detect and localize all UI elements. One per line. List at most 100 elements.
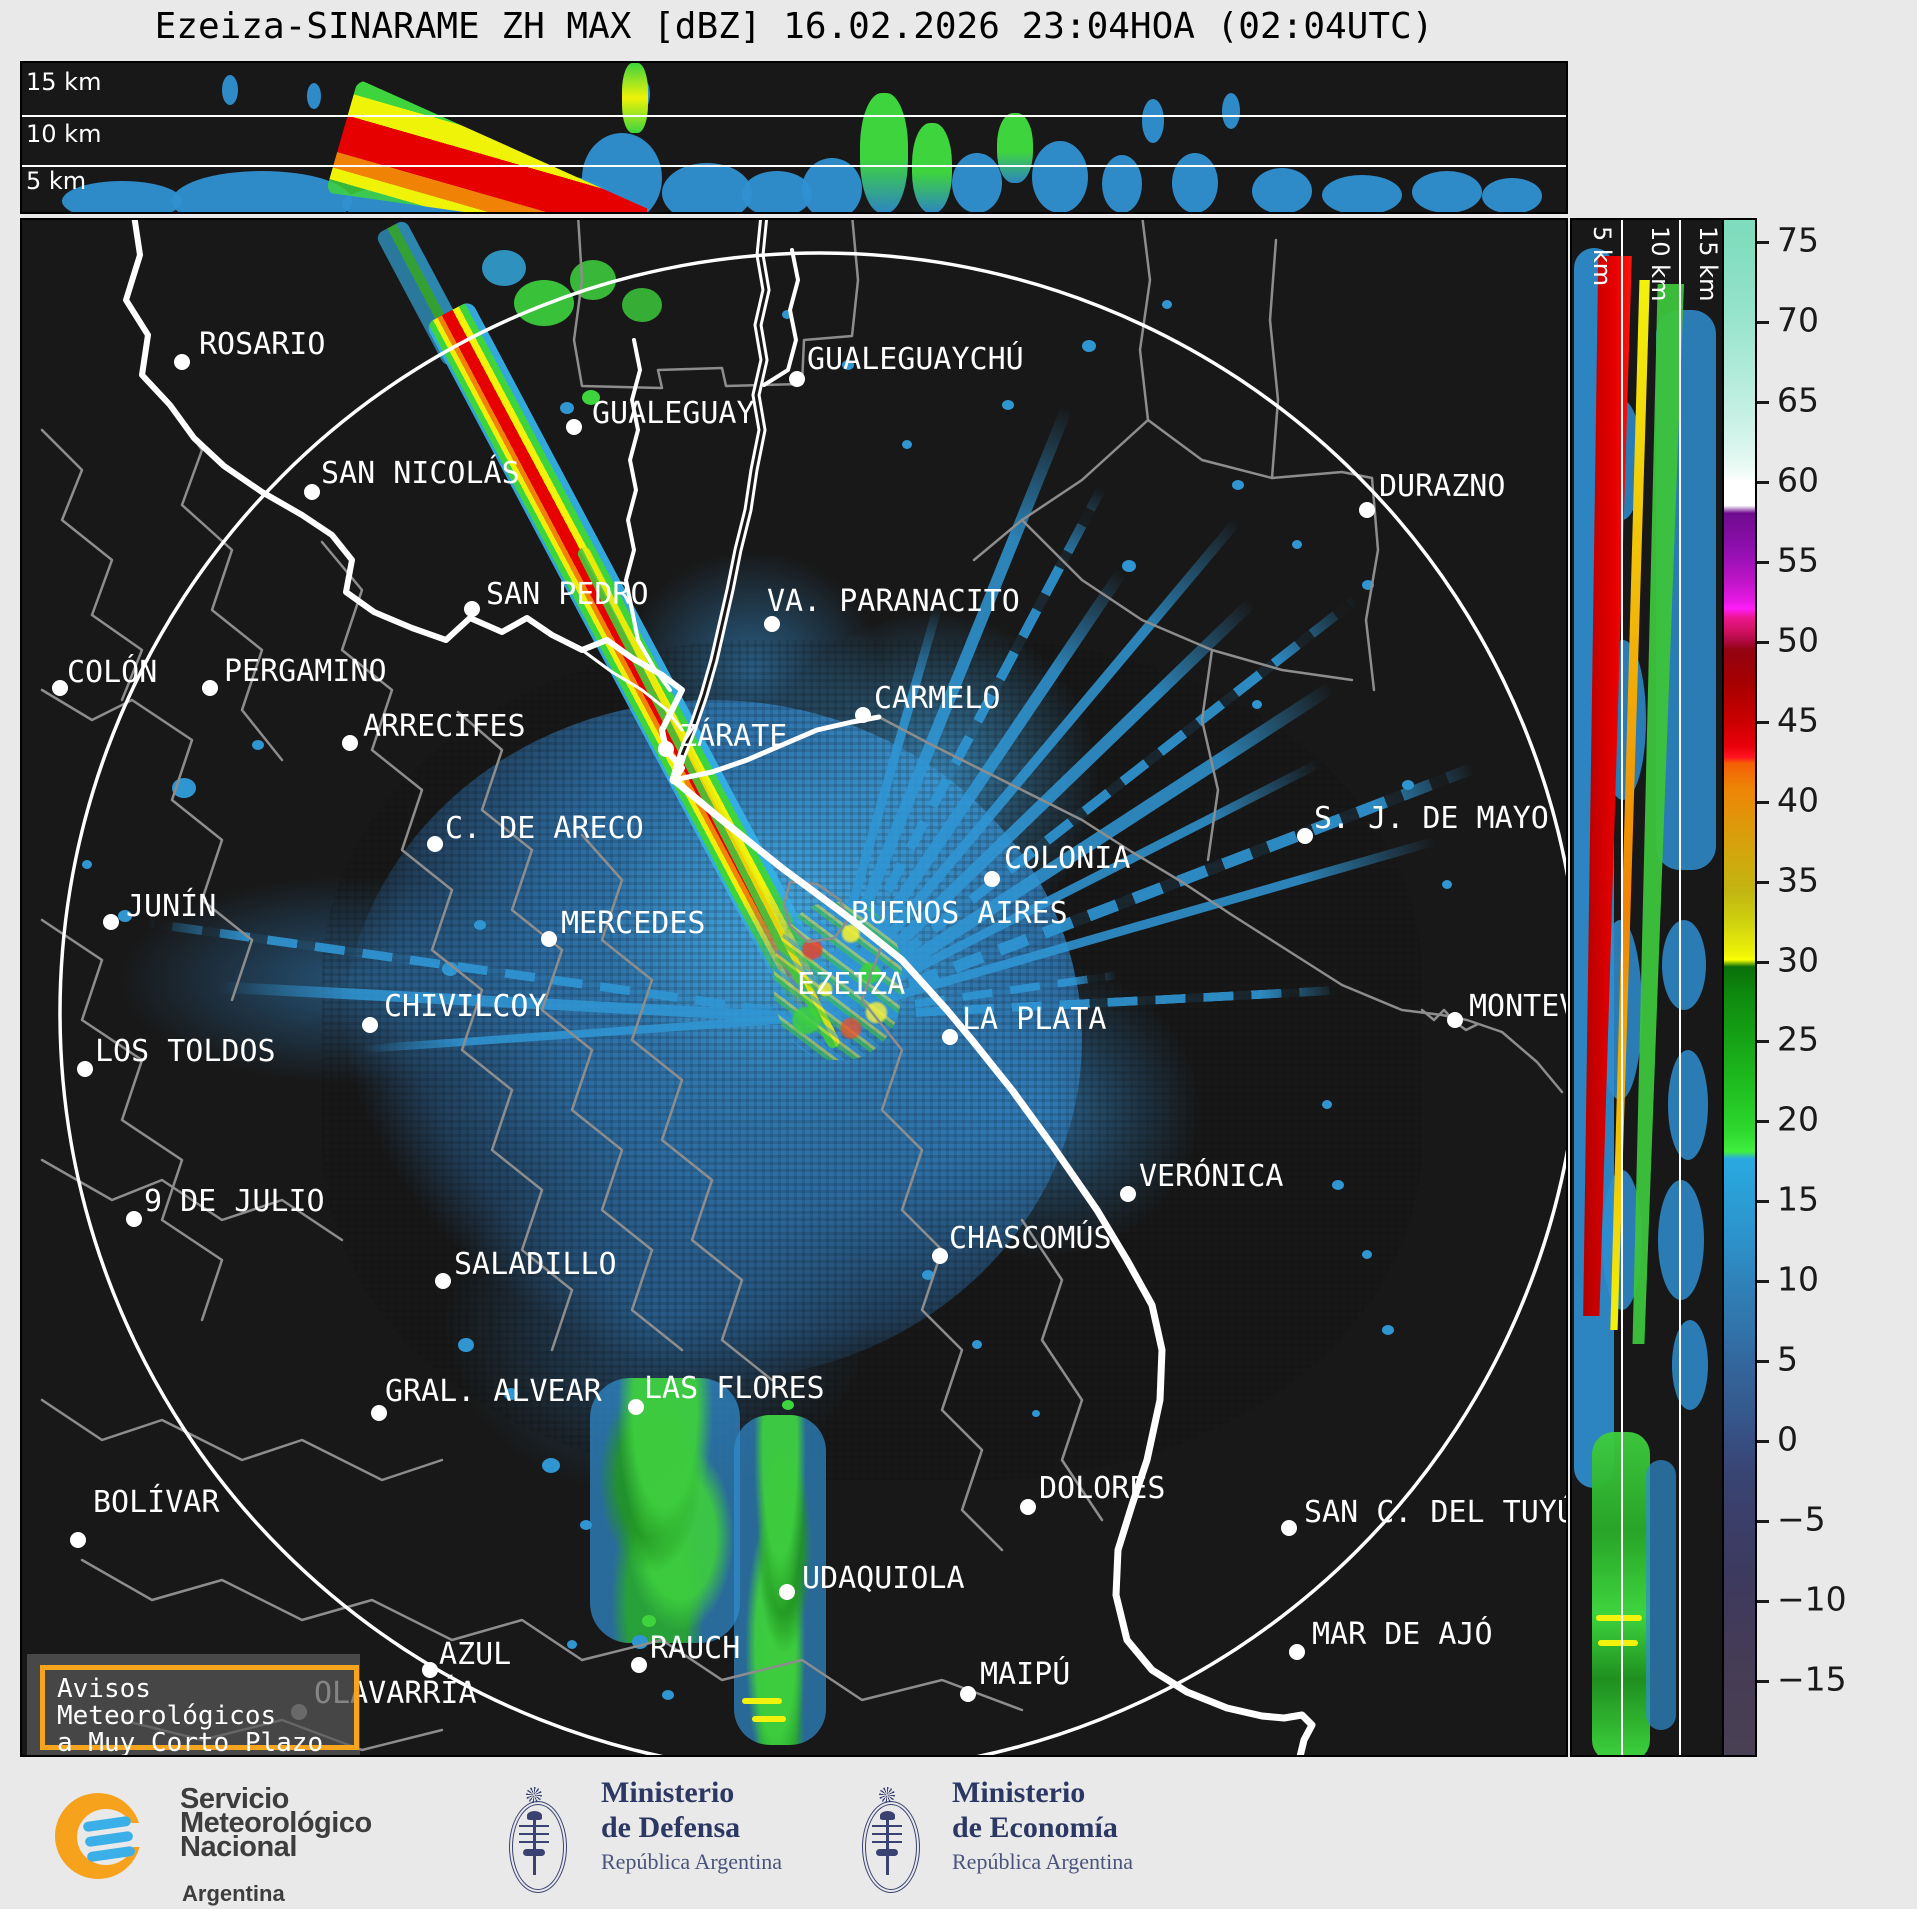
echo xyxy=(997,113,1033,183)
echo-dot xyxy=(1162,300,1172,309)
altitude-label: 5 km xyxy=(26,167,87,195)
colorbar-tick-label: 0 xyxy=(1777,1419,1798,1459)
altitude-label: 5 km xyxy=(1588,226,1616,287)
altitude-label: 10 km xyxy=(1646,226,1674,302)
colorbar-tick xyxy=(1757,1360,1769,1364)
colorbar-tick xyxy=(1757,240,1769,244)
echo xyxy=(62,181,182,212)
city-dot-jun-n xyxy=(103,914,119,930)
colorbar-tick-label: 60 xyxy=(1777,460,1819,500)
echo-green-band xyxy=(590,1378,740,1643)
echo xyxy=(482,250,526,286)
city-dot-gualeguaych- xyxy=(789,371,805,387)
echo-dot xyxy=(582,390,600,405)
altitude-label: 10 km xyxy=(26,120,102,148)
colorbar-tick-label: 45 xyxy=(1777,700,1819,740)
echo-dot xyxy=(1382,1325,1394,1335)
city-label-chascom-s: CHASCOMÚS xyxy=(949,1221,1112,1256)
echo-mass xyxy=(117,875,587,1085)
echo-dot xyxy=(1332,1180,1344,1190)
top-cross-section-panel: 15 km 10 km 5 km xyxy=(20,61,1568,214)
city-dot-arrecifes xyxy=(342,735,358,751)
city-label-azul: AZUL xyxy=(439,1637,512,1672)
echo-dot xyxy=(1252,700,1262,709)
city-dot-los-toldos xyxy=(77,1061,93,1077)
city-label-montevideo: MONTEVIDEO xyxy=(1469,989,1566,1024)
city-label-mar-de-aj-: MAR DE AJÓ xyxy=(1312,1617,1493,1652)
city-label-colonia: COLONIA xyxy=(1004,841,1131,876)
colorbar-tick xyxy=(1757,1120,1769,1124)
colorbar-tick xyxy=(1757,800,1769,804)
echo-dot xyxy=(504,1388,518,1400)
colorbar-tick-label: 20 xyxy=(1777,1099,1819,1139)
echo xyxy=(1646,1460,1676,1730)
city-dot-dolores xyxy=(1020,1499,1036,1515)
echo xyxy=(222,75,238,105)
echo-dot xyxy=(1082,340,1096,352)
coat-of-arms-icon xyxy=(858,1787,920,1899)
warning-line2: a Muy Corto Plazo xyxy=(57,1728,324,1757)
city-label-pergamino: PERGAMINO xyxy=(224,654,387,689)
echo-dot xyxy=(1442,880,1452,889)
echo-dot xyxy=(1362,1250,1372,1259)
colorbar-tick xyxy=(1757,960,1769,964)
city-dot-mar-de-aj- xyxy=(1289,1644,1305,1660)
colorbar-tick xyxy=(1757,1200,1769,1204)
city-dot-udaquiola xyxy=(779,1584,795,1600)
city-label-gualeguaych-: GUALEGUAYCHÚ xyxy=(807,342,1024,377)
city-label-mercedes: MERCEDES xyxy=(561,906,706,941)
echo-dot xyxy=(1122,560,1136,572)
colorbar-tick-label: 30 xyxy=(1777,940,1819,980)
city-dot-san-pedro xyxy=(464,601,480,617)
city-dot-c-de-areco xyxy=(427,836,443,852)
echo-dot xyxy=(922,1270,934,1280)
ground-clutter xyxy=(774,902,902,1060)
altitude-label: 15 km xyxy=(26,68,102,96)
city-label-las-flores: LAS FLORES xyxy=(644,1371,825,1406)
city-dot-chascom-s xyxy=(932,1248,948,1264)
echo xyxy=(802,158,862,212)
city-label-maip-: MAIPÚ xyxy=(980,1657,1071,1692)
city-label-rosario: ROSARIO xyxy=(199,327,326,362)
city-dot-ver-nica xyxy=(1120,1186,1136,1202)
dbz-colorbar xyxy=(1722,218,1757,1757)
echo xyxy=(1142,99,1164,143)
echo xyxy=(1102,155,1142,212)
echo xyxy=(1662,920,1706,1010)
colorbar-tick xyxy=(1757,1680,1769,1684)
colorbar-tick-label: 55 xyxy=(1777,540,1819,580)
ministry-economia-title: Ministerio de Economía xyxy=(952,1776,1118,1844)
echo xyxy=(1252,168,1312,212)
city-dot-san-c-del-tuy- xyxy=(1281,1520,1297,1536)
echo-dot xyxy=(782,1400,794,1410)
warning-overlay-button[interactable]: Avisos Meteorológicos a Muy Corto Plazo xyxy=(40,1665,359,1755)
city-label-ezeiza: EZEIZA xyxy=(797,967,906,1002)
city-label-la-plata: LA PLATA xyxy=(962,1002,1107,1037)
echo xyxy=(622,288,662,322)
colorbar-tick xyxy=(1757,1440,1769,1444)
colorbar-tick xyxy=(1757,1600,1769,1604)
right-cross-section-panel: 5 km 10 km 15 km xyxy=(1570,218,1726,1757)
echo-dot xyxy=(972,1340,982,1349)
colorbar-tick-label: 35 xyxy=(1777,860,1819,900)
echo xyxy=(622,63,648,133)
echo xyxy=(1598,1640,1638,1646)
echo xyxy=(307,83,321,109)
city-label-gral-alvear: GRAL. ALVEAR xyxy=(385,1374,602,1409)
echo-dot xyxy=(1002,400,1014,410)
echo xyxy=(860,93,908,212)
city-dot-chivilcoy xyxy=(362,1017,378,1033)
echo-dot xyxy=(567,1640,577,1649)
echo-dot xyxy=(1232,480,1244,490)
echo xyxy=(952,153,1002,212)
footer: Servicio Meteorológico Nacional Argentin… xyxy=(0,1757,1917,1909)
colorbar-tick-label: 40 xyxy=(1777,780,1819,820)
colorbar-tick xyxy=(1757,320,1769,324)
city-label-udaquiola: UDAQUIOLA xyxy=(802,1561,965,1596)
ministry-defensa-title: Ministerio de Defensa xyxy=(601,1776,741,1844)
echo-dot xyxy=(902,440,912,449)
echo-dot xyxy=(542,1458,560,1473)
colorbar-tick-label: 75 xyxy=(1777,220,1819,260)
colorbar-tick-label: 25 xyxy=(1777,1020,1819,1060)
ministry-defensa-subtitle: República Argentina xyxy=(601,1849,783,1874)
